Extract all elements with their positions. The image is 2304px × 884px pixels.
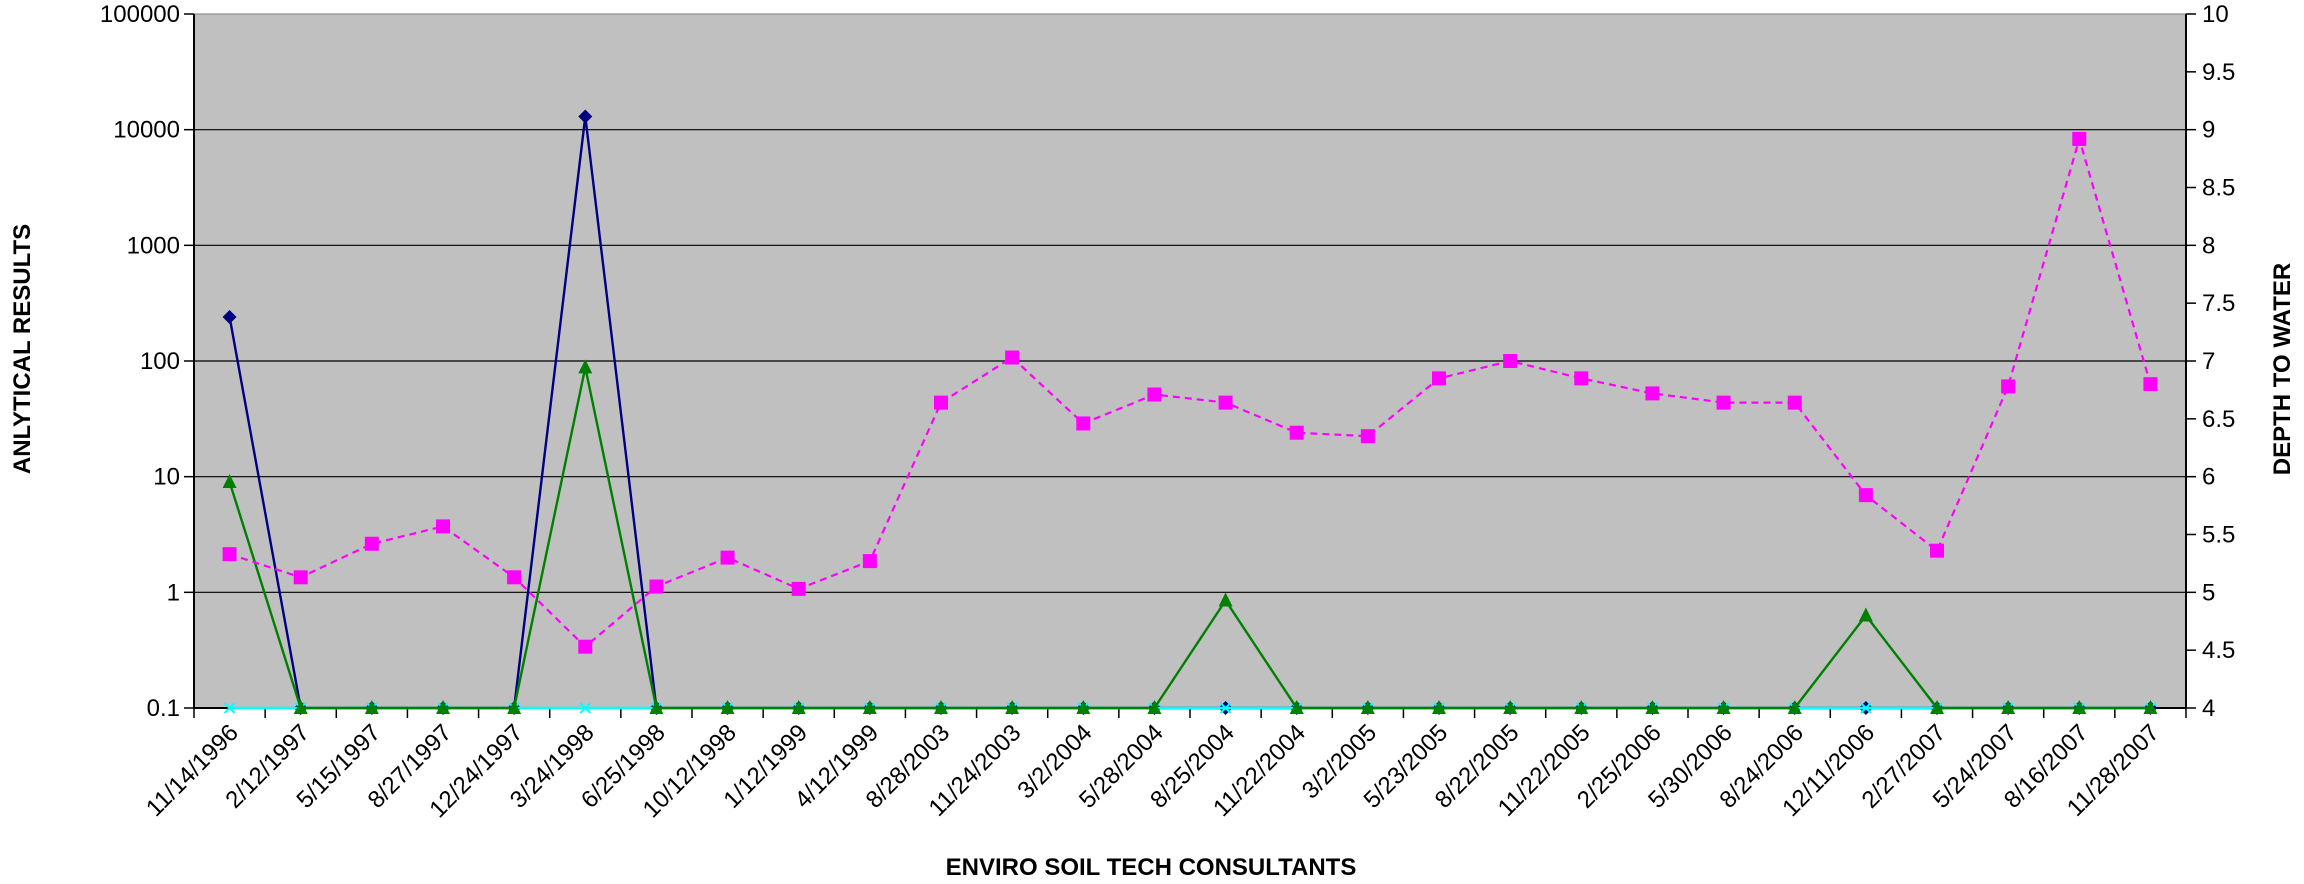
y2-tick-label: 5 xyxy=(2202,579,2215,606)
y2-tick-label: 7 xyxy=(2202,348,2215,375)
series-1-point xyxy=(222,310,237,325)
series-4-point xyxy=(1218,395,1233,410)
series-4-point xyxy=(293,570,308,585)
series-3-point xyxy=(1645,700,1660,714)
series-4-point xyxy=(578,639,593,654)
y2-tick-label: 4 xyxy=(2202,695,2215,722)
series-3-point xyxy=(1716,700,1731,714)
series-4-point xyxy=(2072,131,2087,146)
series-3-point xyxy=(1218,592,1233,607)
series-4-line xyxy=(229,134,2152,649)
series-1-point xyxy=(578,109,593,124)
series-2-point xyxy=(579,702,591,714)
series-4-point xyxy=(222,547,237,562)
series-3-point xyxy=(507,700,522,714)
x-axis-title: ENVIRO SOIL TECH CONSULTANTS xyxy=(946,854,1357,881)
series-2-point xyxy=(223,702,236,714)
series-4-point xyxy=(1716,395,1731,410)
series-3-point xyxy=(1432,700,1446,714)
series-4-point xyxy=(1289,425,1304,440)
series-2-point xyxy=(1860,702,1872,714)
y2-tick-label: 10 xyxy=(2202,1,2229,28)
x-tick-label: 11/14/1996 xyxy=(141,719,244,822)
series-4-point xyxy=(1147,387,1162,402)
series-3-point xyxy=(1930,700,1944,714)
y-axis-title: ANLYTICAL RESULTS xyxy=(9,224,36,474)
y2-tick-label: 8 xyxy=(2202,232,2215,259)
series-3-point xyxy=(2072,700,2087,714)
series-4-point xyxy=(1432,371,1446,386)
series-4-point xyxy=(862,554,877,569)
series-4-point xyxy=(1930,543,1944,558)
y-tick-label: 0.1 xyxy=(147,695,180,722)
series-3-point xyxy=(1289,700,1304,714)
series-3-point xyxy=(1858,607,1873,622)
y2-tick-label: 4.5 xyxy=(2202,637,2235,664)
series-4-point xyxy=(507,570,522,585)
series-3-point xyxy=(862,700,877,714)
series-4-point xyxy=(1645,386,1660,401)
y-tick-label: 1000 xyxy=(127,232,180,259)
y2-tick-label: 8.5 xyxy=(2202,175,2235,202)
series-4-point xyxy=(720,550,735,565)
series-3-line xyxy=(228,367,2151,710)
series-3-point xyxy=(2001,700,2016,714)
series-4-point xyxy=(436,519,450,534)
y2-tick-label: 9.5 xyxy=(2202,59,2235,86)
series-4-point xyxy=(934,395,948,410)
series-4-point xyxy=(364,536,379,551)
y-tick-label: 100000 xyxy=(100,1,180,28)
series-3-point xyxy=(222,473,237,488)
series-4-point xyxy=(1360,429,1375,444)
series-4-point xyxy=(791,581,806,596)
series-3-point xyxy=(649,700,664,714)
series-3-point xyxy=(791,700,806,714)
series-3-point xyxy=(1005,700,1020,714)
series-3-point xyxy=(1503,700,1518,714)
series-3-point xyxy=(1574,700,1589,714)
y2-tick-label: 7.5 xyxy=(2202,290,2235,317)
series-3-point xyxy=(1147,700,1162,714)
series-4-point xyxy=(1076,416,1091,431)
y-tick-label: 100 xyxy=(140,348,180,375)
y2-tick-label: 9 xyxy=(2202,117,2215,144)
series-3-point xyxy=(934,700,948,714)
y-tick-label: 1 xyxy=(167,579,180,606)
series-4-point xyxy=(1503,354,1518,368)
y2-tick-label: 5.5 xyxy=(2202,522,2235,549)
series-3-point xyxy=(1787,700,1802,714)
series-2-point xyxy=(1219,702,1232,714)
y2-axis-title: DEPTH TO WATER xyxy=(2269,263,2296,475)
series-3-point xyxy=(2143,700,2158,714)
y-tick-label: 10 xyxy=(153,464,180,491)
series-4-point xyxy=(2143,377,2158,392)
series-3-point xyxy=(1360,700,1375,714)
series-3-point xyxy=(578,359,593,374)
series-3-point xyxy=(293,700,308,714)
series-4-point xyxy=(1005,350,1020,365)
series-4-point xyxy=(1858,488,1873,503)
series-3-point xyxy=(436,700,450,714)
series-3-point xyxy=(364,700,379,714)
y-tick-label: 10000 xyxy=(113,117,180,144)
series-4-point xyxy=(649,579,664,594)
series-4-point xyxy=(1574,371,1589,386)
series-4-point xyxy=(1787,395,1802,410)
series-3-point xyxy=(1076,700,1091,714)
series-3-point xyxy=(720,700,735,714)
series-4-point xyxy=(2001,379,2016,394)
y2-tick-label: 6 xyxy=(2202,464,2215,491)
y2-tick-label: 6.5 xyxy=(2202,406,2235,433)
